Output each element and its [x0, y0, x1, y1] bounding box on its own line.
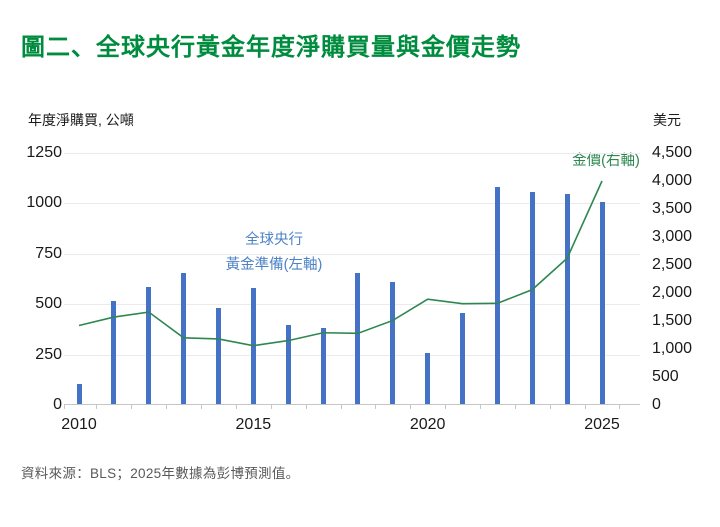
gridline [64, 153, 640, 154]
x-axis-tick [270, 405, 272, 409]
gridline [64, 304, 640, 306]
left-axis-tick-label: 250 [35, 345, 62, 363]
bar-series-label-line1: 全球央行 [244, 232, 303, 248]
plot-area: 全球央行 黃金準備(左軸) 金價(右軸) [64, 153, 640, 409]
right-axis-tick-label: 1,000 [652, 340, 693, 357]
right-axis-tick-label: 0 [652, 396, 661, 413]
bar-2011 [111, 301, 117, 404]
left-axis-title: 年度淨購買, 公噸 [28, 112, 134, 128]
x-axis-tick-label: 2025 [584, 416, 620, 433]
bar-2025 [599, 202, 605, 404]
x-axis-tick-label: 2015 [235, 416, 272, 433]
bar-2024 [564, 194, 570, 404]
bar-2010 [76, 383, 82, 404]
bar-2020 [425, 352, 431, 404]
x-axis-tick [375, 405, 377, 409]
x-axis-tick [64, 405, 65, 409]
left-axis-tick-label: 500 [35, 295, 62, 313]
gridline [64, 354, 640, 356]
x-axis-tick [619, 405, 621, 409]
left-axis-tick-label: 1000 [26, 194, 62, 212]
x-axis-tick [340, 405, 342, 409]
gridline [64, 253, 640, 255]
bar-2014 [215, 308, 221, 404]
x-axis-tick [166, 405, 168, 409]
right-axis-title: 美元 [653, 112, 681, 128]
right-axis-tick-label: 1,500 [652, 312, 693, 329]
left-axis-tick-label: 0 [53, 396, 62, 413]
right-axis-tick-label: 500 [652, 368, 679, 385]
gold-price-polyline [78, 180, 603, 347]
right-axis-tick-label: 2,000 [652, 284, 693, 301]
x-axis-tick [514, 405, 516, 409]
bar-2012 [146, 287, 152, 404]
x-axis-tick-label: 2010 [61, 416, 97, 433]
x-axis-tick [549, 405, 551, 409]
source-note: 資料來源：BLS；2025年數據為彭博預測值。 [21, 466, 300, 481]
right-axis-tick-labels: 0 500 1,000 1,500 2,000 2,500 3,000 3,500 4,000 4… [652, 145, 720, 413]
right-axis-tick-label: 3,000 [652, 228, 693, 245]
right-axis-tick-label: 4,500 [652, 144, 693, 161]
gold-price-line [78, 180, 603, 347]
left-axis-tick-label: 750 [35, 244, 62, 262]
bar-2019 [390, 282, 396, 404]
bar-2023 [529, 192, 535, 404]
bar-2016 [285, 325, 291, 404]
line-series-label: 金價(右軸) [572, 153, 640, 169]
x-axis-tick [201, 405, 203, 409]
gridline [64, 203, 640, 205]
bar-2021 [460, 313, 466, 404]
x-axis-tick [410, 405, 412, 409]
x-axis-tick [305, 405, 307, 409]
left-axis-tick-label: 1250 [26, 144, 62, 161]
bar-2022 [494, 187, 500, 404]
figure-title: 圖二、全球央行黃金年度淨購買量與金價走勢 [21, 34, 521, 61]
left-axis-tick-labels: 0 250 500 750 1000 1250 [0, 145, 62, 413]
x-axis-tick-labels: 2010 2015 2020 2025 [61, 416, 640, 436]
right-axis-tick-label: 3,500 [652, 200, 693, 217]
x-axis-tick [96, 405, 98, 409]
x-axis-tick [235, 405, 237, 409]
bar-2018 [355, 272, 361, 404]
bar-series-label-line2: 黃金準備(左軸) [225, 257, 323, 273]
x-axis-tick [131, 405, 133, 409]
x-axis-tick [479, 405, 481, 409]
x-axis-tick-label: 2020 [409, 416, 446, 433]
right-axis-tick-label: 2,500 [652, 256, 693, 273]
x-axis-tick [584, 405, 586, 409]
right-axis-tick-label: 4,000 [652, 172, 693, 189]
bar-series-label: 全球央行 黃金準備(左軸) [226, 228, 323, 278]
x-axis-line [64, 404, 640, 405]
bar-2017 [320, 328, 326, 404]
x-axis-tick [445, 405, 447, 409]
